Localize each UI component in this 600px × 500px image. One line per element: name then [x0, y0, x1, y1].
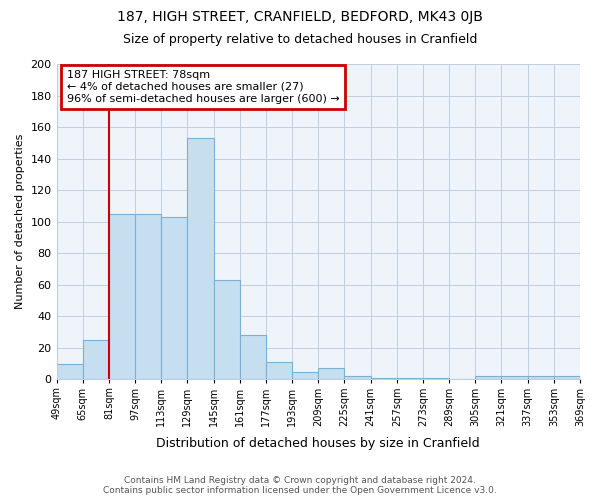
Bar	[502, 376, 527, 380]
Text: 187 HIGH STREET: 78sqm
← 4% of detached houses are smaller (27)
96% of semi-deta: 187 HIGH STREET: 78sqm ← 4% of detached …	[67, 70, 340, 104]
Bar	[56, 364, 83, 380]
Bar	[397, 378, 423, 380]
Bar	[240, 336, 266, 380]
Bar	[161, 217, 187, 380]
Text: Size of property relative to detached houses in Cranfield: Size of property relative to detached ho…	[123, 32, 477, 46]
Y-axis label: Number of detached properties: Number of detached properties	[15, 134, 25, 310]
Bar	[292, 372, 318, 380]
Bar	[344, 376, 371, 380]
Bar	[554, 376, 580, 380]
X-axis label: Distribution of detached houses by size in Cranfield: Distribution of detached houses by size …	[157, 437, 480, 450]
Bar	[135, 214, 161, 380]
Bar	[475, 376, 502, 380]
Bar	[187, 138, 214, 380]
Bar	[109, 214, 135, 380]
Bar	[527, 376, 554, 380]
Bar	[423, 378, 449, 380]
Text: Contains HM Land Registry data © Crown copyright and database right 2024.
Contai: Contains HM Land Registry data © Crown c…	[103, 476, 497, 495]
Text: 187, HIGH STREET, CRANFIELD, BEDFORD, MK43 0JB: 187, HIGH STREET, CRANFIELD, BEDFORD, MK…	[117, 10, 483, 24]
Bar	[318, 368, 344, 380]
Bar	[371, 378, 397, 380]
Bar	[214, 280, 240, 380]
Bar	[83, 340, 109, 380]
Bar	[266, 362, 292, 380]
